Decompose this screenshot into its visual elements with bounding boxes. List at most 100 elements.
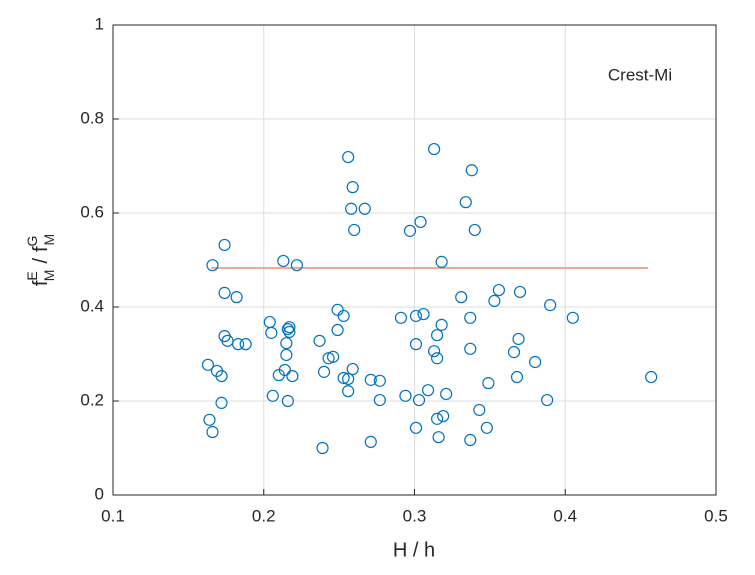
scatter-point	[417, 307, 430, 321]
y-label-part: f	[30, 280, 52, 286]
scatter-point	[203, 413, 216, 426]
scatter-point	[206, 259, 219, 272]
scatter-point	[566, 311, 579, 324]
y-label-part: M	[41, 234, 57, 246]
scatter-point	[358, 202, 371, 215]
scatter-point	[544, 299, 557, 312]
scatter-point	[394, 311, 408, 324]
scatter-point	[283, 321, 296, 334]
scatter-point	[313, 334, 326, 347]
scatter-point	[373, 393, 386, 407]
x-tick-label: 0.1	[101, 506, 125, 525]
scatter-point	[510, 370, 524, 384]
scatter-point	[465, 164, 478, 177]
scatter-point	[437, 409, 450, 423]
scatter-point	[412, 393, 426, 407]
scatter-point	[232, 338, 245, 351]
y-label-part: E	[24, 271, 40, 280]
scatter-point	[239, 338, 252, 351]
scatter-point	[290, 259, 304, 272]
scatter-point	[541, 393, 554, 407]
scatter-point	[427, 142, 441, 156]
scatter-point	[280, 337, 293, 350]
y-tick-label: 1	[95, 14, 104, 33]
scatter-point	[218, 286, 231, 299]
scatter-point	[206, 425, 219, 439]
y-label-part: f	[30, 246, 52, 252]
scatter-point	[480, 421, 493, 434]
scatter-point	[488, 294, 501, 307]
scatter-point	[645, 370, 658, 384]
x-tick-label: 0.3	[403, 506, 427, 525]
scatter-point	[492, 283, 506, 297]
y-label-part: G	[24, 236, 40, 247]
y-tick-label: 0.4	[80, 296, 104, 315]
scatter-point	[431, 412, 444, 425]
scatter-point	[345, 202, 358, 215]
y-label-part: /	[30, 258, 52, 264]
scatter-point	[266, 389, 279, 402]
scatter-point	[331, 323, 344, 337]
scatter-point	[440, 387, 453, 401]
x-tick-label: 0.2	[252, 506, 276, 525]
scatter-point	[283, 325, 296, 339]
scatter-point	[507, 346, 521, 359]
scatter-point	[342, 372, 355, 386]
scatter-point	[317, 365, 331, 378]
y-label-part: M	[41, 270, 57, 282]
scatter-point	[431, 329, 444, 342]
scatter-point	[230, 291, 243, 304]
y-tick-label: 0.2	[80, 390, 104, 409]
scatter-point	[432, 431, 445, 444]
scatter-point	[373, 374, 386, 387]
scatter-point	[201, 358, 215, 371]
axes-box	[112, 24, 717, 496]
scatter-point	[215, 396, 228, 409]
scatter-point	[346, 362, 359, 376]
scatter-point	[215, 369, 228, 383]
y-axis-label: fEM/fGM	[24, 234, 57, 286]
scatter-point	[427, 345, 441, 358]
scatter-point	[464, 311, 477, 324]
x-tick-label: 0.5	[704, 506, 728, 525]
scatter-point	[346, 181, 359, 194]
scatter-point	[218, 238, 231, 252]
scatter-point	[409, 421, 423, 434]
scatter-point	[421, 384, 435, 397]
scatter-point	[513, 285, 527, 299]
scatter-point	[364, 373, 377, 386]
scatter-point	[337, 371, 350, 385]
scatter-point	[468, 223, 481, 237]
scatter-point	[528, 355, 542, 369]
scatter-point	[342, 150, 355, 164]
scatter-point	[435, 255, 448, 268]
scatter-point	[482, 377, 495, 390]
scatter-point	[473, 403, 486, 417]
scatter-point	[348, 223, 361, 237]
scatter-point	[364, 435, 377, 448]
y-tick-label: 0.8	[80, 108, 104, 127]
scatter-point	[459, 196, 472, 209]
scatter-point	[409, 338, 423, 351]
annotation: Crest-Mi	[608, 65, 672, 84]
scatter-point	[316, 441, 329, 455]
scatter-point	[278, 363, 291, 377]
scatter-point	[265, 326, 278, 339]
scatter-point	[464, 433, 477, 447]
scatter-point	[464, 342, 477, 355]
scatter-point	[286, 369, 299, 383]
scatter-point	[399, 389, 412, 402]
scatter-point	[455, 291, 468, 304]
scatter-point	[512, 332, 525, 346]
y-tick-label: 0.6	[80, 202, 104, 221]
scatter-point	[435, 318, 448, 331]
scatter-point	[337, 309, 350, 323]
scatter-point	[409, 309, 423, 323]
scatter-point	[281, 322, 294, 336]
x-axis-label: H / h	[393, 539, 435, 561]
scatter-point	[277, 254, 290, 268]
scatter-point	[403, 224, 417, 237]
scatter-point	[281, 394, 294, 408]
y-tick-label: 0	[95, 484, 104, 503]
